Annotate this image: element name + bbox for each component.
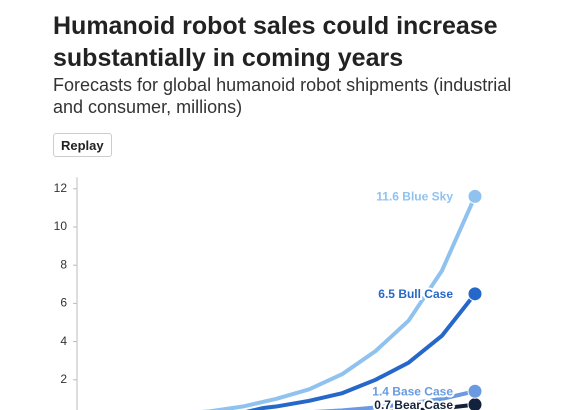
end-marker bbox=[467, 286, 483, 302]
end-label: 11.6 Blue Sky bbox=[376, 190, 453, 204]
chart-subtitle: Forecasts for global humanoid robot ship… bbox=[53, 75, 512, 117]
end-label: 6.5 Bull Case bbox=[378, 287, 453, 301]
y-tick-label: 2 bbox=[60, 372, 67, 386]
end-label: 1.4 Base Case bbox=[372, 384, 453, 398]
end-marker bbox=[467, 397, 483, 410]
series-line bbox=[313, 389, 476, 410]
end-marker bbox=[467, 383, 483, 399]
y-tick-label: 6 bbox=[60, 296, 67, 310]
y-tick-label: 4 bbox=[60, 334, 67, 348]
replay-button[interactable]: Replay bbox=[53, 133, 112, 157]
chart-title: Humanoid robot sales could increase subs… bbox=[53, 12, 498, 72]
line-halo bbox=[178, 194, 479, 410]
y-tick-label: 12 bbox=[54, 181, 68, 195]
end-label: 0.7 Bear Case bbox=[374, 398, 453, 410]
y-tick-label: 10 bbox=[54, 219, 68, 233]
series-line bbox=[201, 195, 477, 410]
y-tick-label: 8 bbox=[60, 257, 67, 271]
series-line bbox=[223, 292, 477, 410]
end-marker bbox=[467, 188, 483, 204]
